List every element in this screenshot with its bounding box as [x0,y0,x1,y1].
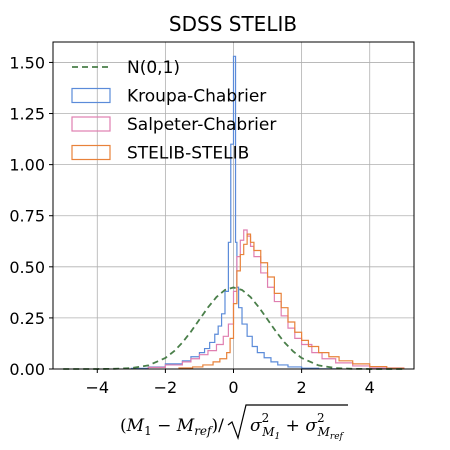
x-axis-label: (M1 − Mref)/ σ2 M1 + σ2 Mref [120,404,348,442]
legend-label-n-0-1: N(0,1) [127,58,180,78]
y-tick-label: 0.75 [9,207,45,226]
x-tick-label: 2 [297,378,307,397]
y-tick-label: 1.00 [9,156,45,175]
axis-ticks: −4 −2 0 2 4 0.00 0.25 0.50 0.75 1.00 1.25 1.50 [9,53,374,397]
legend-swatch-kroupa-chabrier [71,87,111,104]
sqrt-sign [227,404,348,441]
legend-label-stelib-stelib: STELIB-STELIB [127,144,249,164]
legend-label-salpeter-chabrier: Salpeter-Chabrier [127,115,276,135]
x-axis-label-radicand: σ2 M1 + σ2 Mref [250,411,345,442]
legend: N(0,1) Kroupa-Chabrier Salpeter-Chabrier ST… [71,58,276,164]
series-kroupa-chabrier [130,55,337,370]
y-tick-label: 0.50 [9,258,45,277]
series-n-0-1 [63,286,404,370]
legend-swatch-salpeter-chabrier [71,116,111,132]
x-tick-label: 0 [228,378,238,397]
series-stelib-stelib [178,233,405,369]
y-tick-label: 1.50 [9,53,45,72]
y-tick-label: 1.25 [9,105,45,124]
plot-series [63,55,405,370]
y-tick-label: 0.00 [9,360,45,379]
x-tick-label: −4 [85,378,109,397]
y-tick-label: 0.25 [9,309,45,328]
x-tick-label: −2 [154,378,178,397]
legend-label-kroupa-chabrier: Kroupa-Chabrier [127,87,266,107]
x-axis-label-text: (M1 − Mref)/ [120,416,224,438]
x-tick-label: 4 [365,378,375,397]
chart-title: SDSS STELIB [169,12,297,36]
legend-swatch-stelib-stelib [71,144,111,161]
